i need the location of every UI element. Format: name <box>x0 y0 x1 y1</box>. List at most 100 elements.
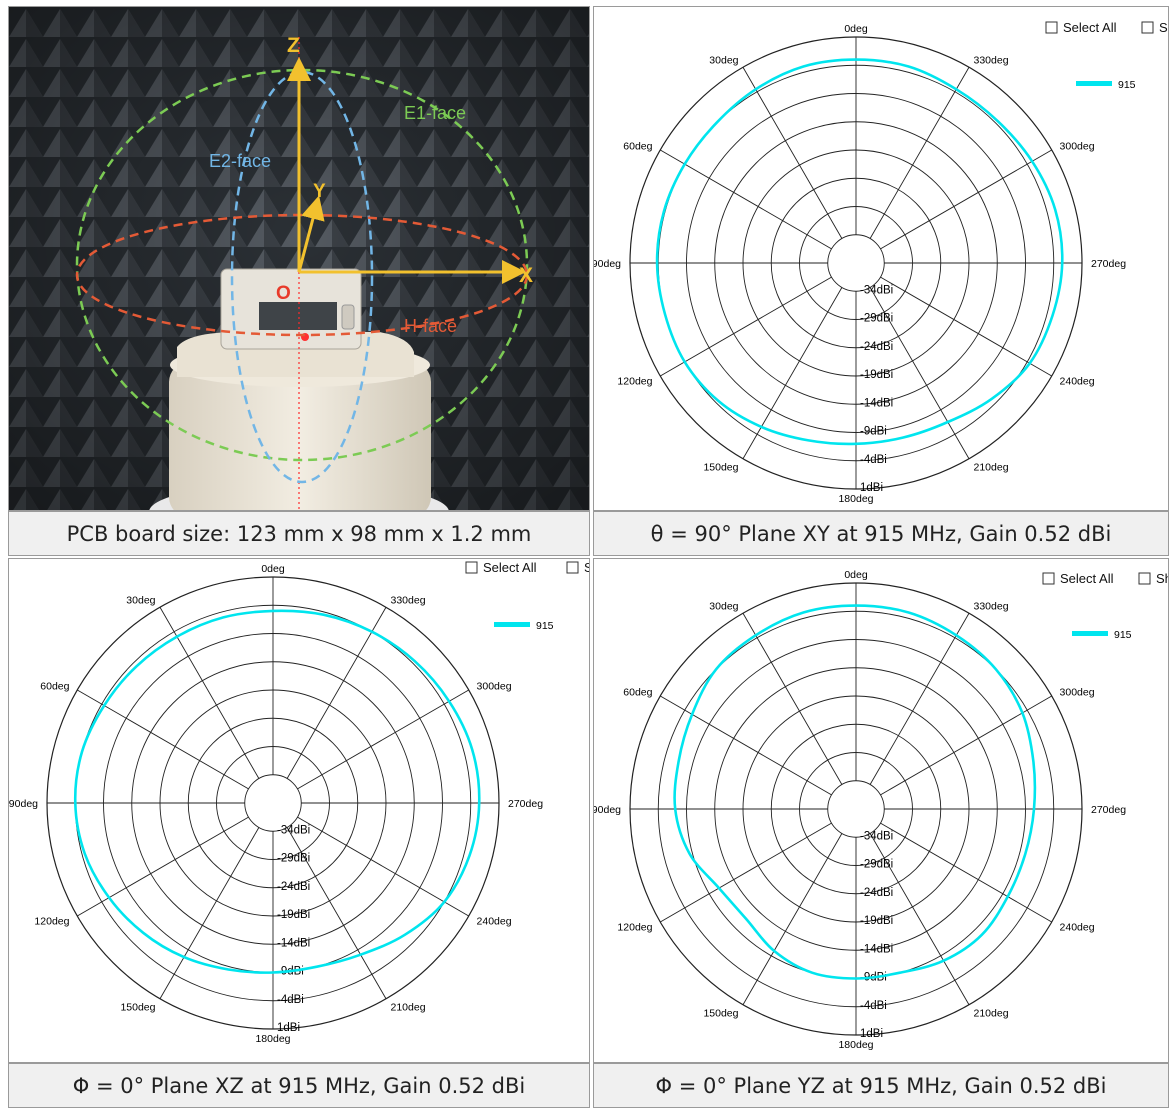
select-all-label: Select All <box>483 560 537 575</box>
grid-spoke <box>660 149 832 250</box>
radial-tick-label: -9dBi <box>860 426 887 438</box>
angle-tick-label: 30deg <box>709 600 738 612</box>
grid-spoke <box>159 827 260 999</box>
radial-tick-label: -19dBi <box>860 369 893 381</box>
angle-tick-label: 300deg <box>1060 687 1095 699</box>
grid-spoke <box>297 689 469 790</box>
show-checkbox[interactable] <box>566 561 579 574</box>
grid-spoke <box>660 276 832 377</box>
grid-spoke <box>880 822 1052 923</box>
grid-spoke <box>660 822 832 923</box>
radial-tick-label: 1dBi <box>860 482 883 494</box>
angle-tick-label: 30deg <box>709 54 738 66</box>
show-label: S <box>1159 20 1168 35</box>
show-label: S <box>584 560 590 575</box>
yz-caption: Φ = 0° Plane YZ at 915 MHz, Gain 0.52 dB… <box>593 1063 1169 1108</box>
angle-tick-label: 120deg <box>34 916 69 928</box>
angle-tick-label: 0deg <box>844 569 868 581</box>
radial-tick-label: -29dBi <box>860 859 893 871</box>
grid-spoke <box>286 607 387 779</box>
h-face-label: H-face <box>404 316 457 336</box>
angle-tick-label: 330deg <box>391 594 426 606</box>
angle-tick-label: 300deg <box>1060 141 1095 153</box>
angle-tick-label: 150deg <box>120 1002 155 1014</box>
radial-tick-label: -24dBi <box>277 881 310 893</box>
show-label: Sh <box>1156 571 1169 586</box>
select-all-checkbox[interactable] <box>465 561 478 574</box>
grid-ring <box>827 780 885 838</box>
x-axis-label: X <box>519 264 533 287</box>
legend-label: 915 <box>1114 629 1132 641</box>
radial-tick-label: -34dBi <box>277 824 310 836</box>
grid-spoke <box>77 689 249 790</box>
angle-tick-label: 270deg <box>1091 258 1126 270</box>
photo-panel: Z Y X O E1-face E2-face H-face <box>8 6 590 511</box>
angle-tick-label: 90deg <box>9 798 38 810</box>
grid-spoke <box>880 276 1052 377</box>
angle-tick-label: 210deg <box>974 1008 1009 1020</box>
legend-swatch <box>1072 631 1108 636</box>
grid-spoke <box>77 816 249 917</box>
radial-tick-label: -4dBi <box>277 994 304 1006</box>
xz-polar-chart: Select All S 0deg 330deg 300deg 270deg 240deg 2… <box>9 560 590 1045</box>
series-915-line <box>673 604 1037 980</box>
series-915-line <box>73 609 481 974</box>
legend-label: 915 <box>1118 79 1136 91</box>
grid-spoke <box>742 613 843 785</box>
e2-face-ellipse <box>230 70 374 484</box>
radial-tick-label: 1dBi <box>860 1028 883 1040</box>
angle-tick-label: 150deg <box>703 1008 738 1020</box>
radial-tick-label: 1dBi <box>277 1022 300 1034</box>
radial-tick-label: -14dBi <box>860 943 893 955</box>
grid-spoke <box>742 287 843 459</box>
foam-pedestal <box>169 362 431 510</box>
yz-plane-chart-panel: Select All Sh 0deg 330deg 300deg 270deg 240deg… <box>593 558 1169 1063</box>
xz-plane-chart-panel: Select All S 0deg 330deg 300deg 270deg 240deg 2… <box>8 558 590 1063</box>
grid-ring <box>827 234 885 292</box>
radial-tick-label: -19dBi <box>860 915 893 927</box>
yz-polar-chart: Select All Sh 0deg 330deg 300deg 270deg 240deg… <box>594 569 1169 1051</box>
grid-spoke <box>869 287 970 459</box>
grid-spoke <box>742 833 843 1005</box>
select-all-label: Select All <box>1060 571 1114 586</box>
grid-spoke <box>660 695 832 796</box>
grid-spoke <box>869 613 970 785</box>
angle-tick-label: 330deg <box>974 54 1009 66</box>
grid-spoke <box>880 149 1052 250</box>
angle-tick-label: 180deg <box>255 1033 290 1045</box>
grid-spoke <box>880 695 1052 796</box>
origin-label: O <box>276 283 291 304</box>
xy-caption: θ = 90° Plane XY at 915 MHz, Gain 0.52 d… <box>593 511 1169 556</box>
angle-tick-label: 210deg <box>391 1002 426 1014</box>
angle-tick-label: 60deg <box>623 141 652 153</box>
angle-tick-label: 60deg <box>40 681 69 693</box>
xz-caption: Φ = 0° Plane XZ at 915 MHz, Gain 0.52 dB… <box>8 1063 590 1108</box>
grid-spoke <box>297 816 469 917</box>
show-checkbox[interactable] <box>1138 572 1151 585</box>
grid-ring <box>244 774 302 832</box>
legend-label: 915 <box>536 620 554 632</box>
angle-tick-label: 330deg <box>974 600 1009 612</box>
e2-face-label: E2-face <box>209 151 271 171</box>
angle-tick-label: 180deg <box>838 1039 873 1051</box>
angle-tick-label: 240deg <box>1060 922 1095 934</box>
grid-spoke <box>286 827 387 999</box>
angle-tick-label: 90deg <box>594 258 621 270</box>
measurement-photo: Z Y X O E1-face E2-face H-face <box>9 7 589 510</box>
grid-spoke <box>742 67 843 239</box>
show-checkbox[interactable] <box>1141 21 1154 34</box>
angle-tick-label: 150deg <box>703 462 738 474</box>
select-all-checkbox[interactable] <box>1042 572 1055 585</box>
legend-swatch <box>494 622 530 627</box>
angle-tick-label: 0deg <box>844 23 868 35</box>
angle-tick-label: 270deg <box>508 798 543 810</box>
select-all-checkbox[interactable] <box>1045 21 1058 34</box>
angle-tick-label: 270deg <box>1091 804 1126 816</box>
angle-tick-label: 0deg <box>261 563 285 575</box>
radial-tick-label: -14dBi <box>277 937 310 949</box>
radial-tick-label: -29dBi <box>860 313 893 325</box>
grid-spoke <box>869 833 970 1005</box>
angle-tick-label: 120deg <box>617 376 652 388</box>
series-915-line <box>655 58 1064 446</box>
radial-tick-label: -34dBi <box>860 830 893 842</box>
